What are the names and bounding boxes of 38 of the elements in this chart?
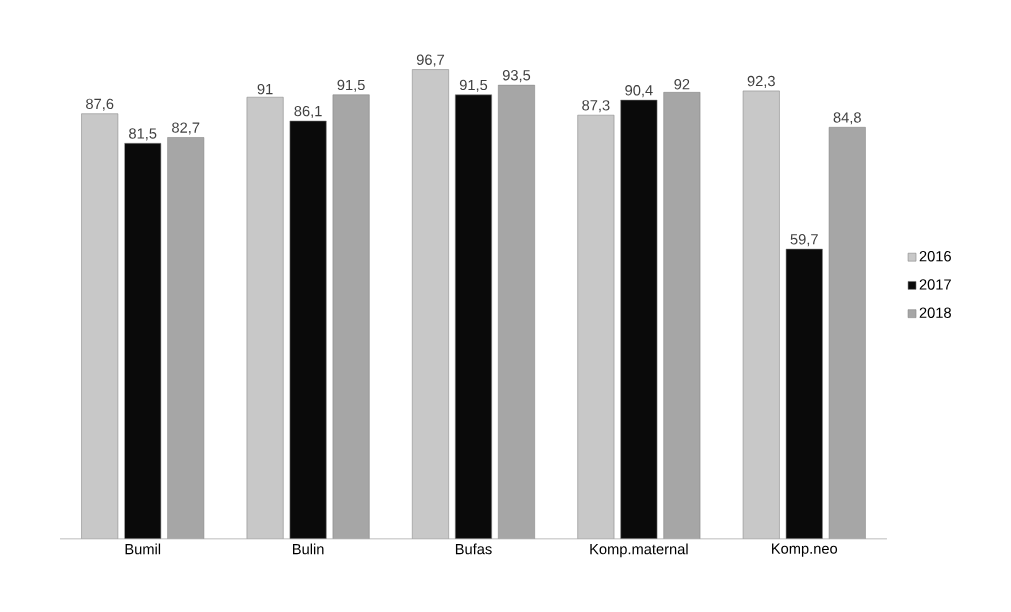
data-label: 87,3	[582, 100, 610, 113]
legend-label: 2016	[919, 250, 951, 262]
data-label: 59,7	[790, 233, 818, 247]
data-label: 91	[257, 83, 273, 95]
bar	[412, 69, 449, 539]
data-label: 86,1	[294, 105, 322, 118]
data-label: 90,4	[625, 84, 653, 98]
x-tick-label: Komp.neo	[772, 543, 838, 557]
data-label: 93,5	[502, 69, 531, 83]
data-label: 87,6	[86, 98, 114, 111]
bar	[167, 137, 204, 539]
bar	[81, 113, 119, 539]
data-label: 84,8	[833, 112, 861, 125]
data-label: 92	[674, 78, 690, 90]
bar	[742, 90, 780, 539]
bar	[577, 114, 615, 539]
x-tick-label: Komp.maternal	[590, 543, 688, 558]
data-label: 82,7	[172, 122, 200, 135]
data-label: 96,7	[416, 54, 445, 67]
bar	[828, 126, 866, 539]
bar	[498, 84, 535, 539]
x-tick-label: Bufas	[455, 543, 492, 555]
bar	[289, 120, 327, 539]
bar	[332, 94, 370, 539]
bar	[124, 143, 161, 539]
legend-label: 2018	[919, 307, 951, 318]
bar	[663, 92, 701, 539]
bar	[246, 96, 284, 539]
legend-label: 2017	[919, 279, 951, 290]
data-label: 92,3	[747, 75, 775, 88]
data-label: 91,5	[459, 79, 488, 92]
data-label: 91,5	[337, 79, 365, 92]
bar	[785, 248, 823, 539]
bar	[620, 100, 658, 539]
x-tick-label: Bumil	[125, 543, 161, 555]
bar	[455, 94, 492, 539]
data-label: 81,5	[129, 128, 157, 141]
x-tick-label: Bulin	[293, 543, 324, 555]
